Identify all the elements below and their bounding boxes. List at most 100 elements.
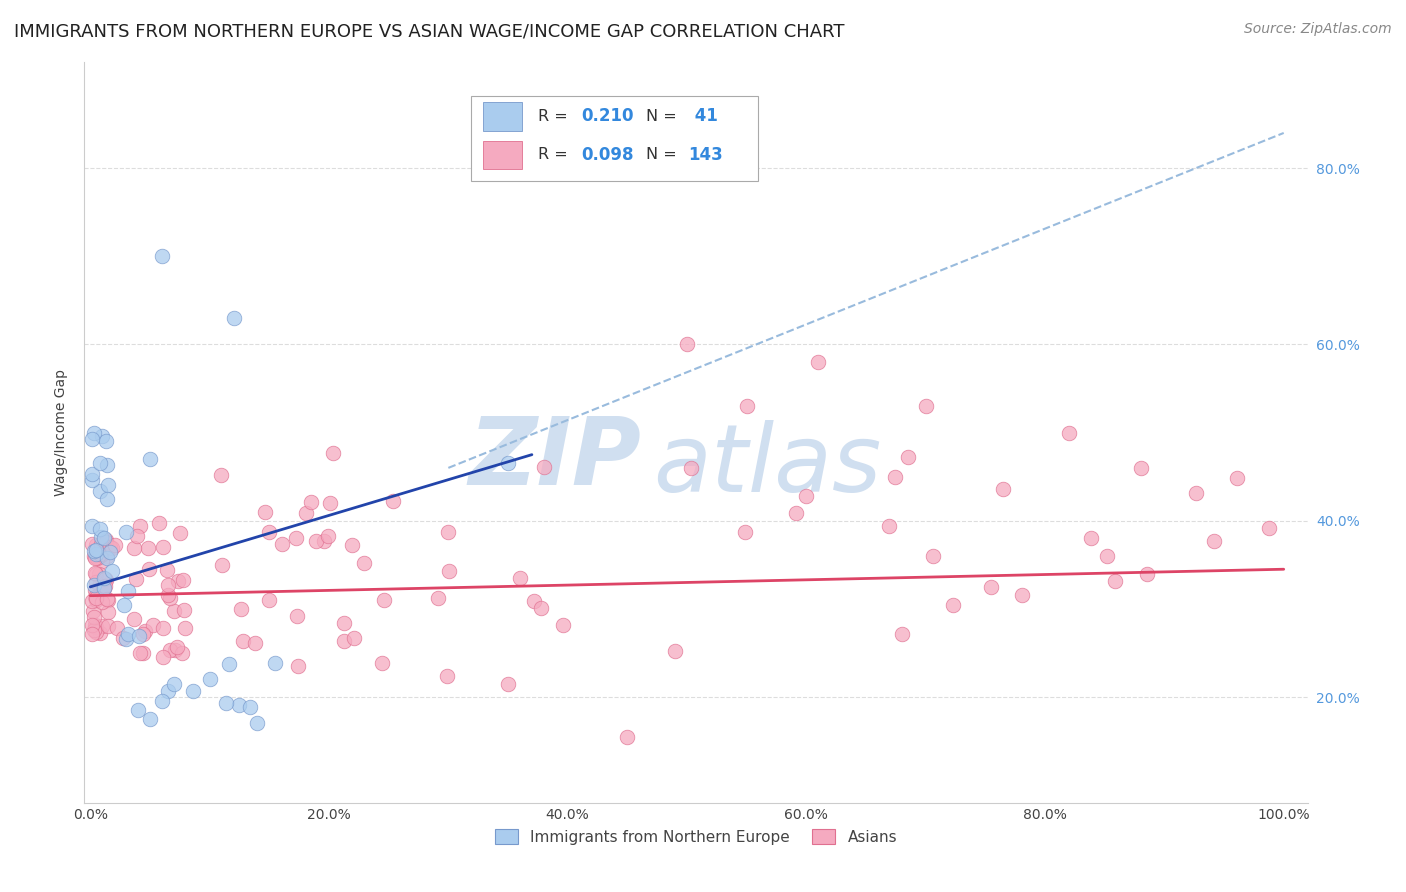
Point [796, 489, 818, 503]
Point [211, 558, 233, 573]
Point [616, 730, 638, 744]
FancyBboxPatch shape [471, 95, 758, 181]
Text: R =: R = [538, 109, 574, 124]
Point [159, 642, 181, 657]
Text: 41: 41 [689, 108, 717, 126]
Point [152, 650, 174, 665]
Point [139, 452, 162, 467]
Point [150, 694, 173, 708]
Point [343, 631, 366, 645]
Point [90, 537, 112, 551]
Point [807, 355, 830, 369]
Y-axis label: Wage/Income Gap: Wage/Income Gap [55, 369, 69, 496]
Text: 0.210: 0.210 [581, 108, 634, 126]
Text: N =: N = [645, 109, 682, 124]
Point [305, 533, 328, 548]
Point [132, 627, 155, 641]
Point [91, 540, 114, 554]
Point [94, 533, 117, 548]
Point [89, 457, 111, 471]
Point [152, 621, 174, 635]
Point [163, 677, 186, 691]
Point [87, 549, 110, 564]
Point [91, 581, 114, 595]
Point [218, 657, 240, 671]
Point [735, 399, 758, 413]
Text: R =: R = [538, 147, 574, 162]
Point [129, 646, 152, 660]
Point [150, 249, 173, 263]
Point [353, 556, 375, 570]
Point [319, 496, 342, 510]
Point [1080, 532, 1102, 546]
Point [1011, 588, 1033, 602]
Point [238, 699, 260, 714]
Point [90, 549, 112, 563]
Point [105, 621, 128, 635]
Point [156, 588, 179, 602]
Point [322, 446, 344, 460]
Point [980, 580, 1002, 594]
Point [1258, 521, 1281, 535]
Point [115, 632, 138, 647]
Point [254, 505, 277, 519]
Point [97, 618, 120, 632]
Point [172, 646, 194, 660]
Point [80, 594, 103, 608]
Point [136, 541, 159, 555]
Point [97, 593, 120, 607]
Point [222, 311, 245, 326]
Point [93, 534, 115, 549]
Point [86, 620, 108, 634]
Point [664, 644, 686, 658]
Point [533, 459, 555, 474]
Point [152, 540, 174, 554]
Text: IMMIGRANTS FROM NORTHERN EUROPE VS ASIAN WAGE/INCOME GAP CORRELATION CHART: IMMIGRANTS FROM NORTHERN EUROPE VS ASIAN… [14, 22, 845, 40]
Point [284, 531, 307, 545]
Point [232, 634, 254, 648]
Text: 0.098: 0.098 [581, 146, 634, 164]
Point [90, 619, 112, 633]
Point [316, 529, 339, 543]
Point [215, 697, 238, 711]
Point [181, 684, 204, 698]
FancyBboxPatch shape [484, 141, 522, 169]
Point [437, 564, 460, 578]
Point [114, 524, 136, 539]
Point [299, 495, 322, 509]
Text: atlas: atlas [654, 420, 882, 511]
Point [496, 457, 519, 471]
Point [117, 584, 139, 599]
Point [1136, 567, 1159, 582]
Point [93, 582, 115, 596]
Point [84, 624, 107, 639]
Point [89, 547, 111, 561]
Point [785, 506, 807, 520]
Point [897, 450, 920, 464]
Point [80, 627, 103, 641]
Point [173, 603, 195, 617]
Point [676, 337, 699, 351]
Text: ZIP: ZIP [468, 412, 641, 505]
Point [94, 434, 117, 449]
Point [1185, 486, 1208, 500]
Point [93, 572, 115, 586]
Point [80, 518, 103, 533]
Point [734, 524, 756, 539]
Point [89, 625, 111, 640]
Point [86, 551, 108, 566]
Legend: Immigrants from Northern Europe, Asians: Immigrants from Northern Europe, Asians [488, 822, 904, 851]
Point [246, 716, 269, 731]
Point [128, 518, 150, 533]
Point [167, 574, 190, 589]
Point [166, 640, 188, 654]
Point [263, 656, 285, 670]
Point [125, 572, 148, 586]
Point [97, 605, 120, 619]
Point [333, 616, 356, 631]
Point [80, 467, 103, 481]
Point [127, 529, 149, 543]
Point [84, 542, 107, 557]
Point [89, 522, 111, 536]
Point [91, 595, 114, 609]
